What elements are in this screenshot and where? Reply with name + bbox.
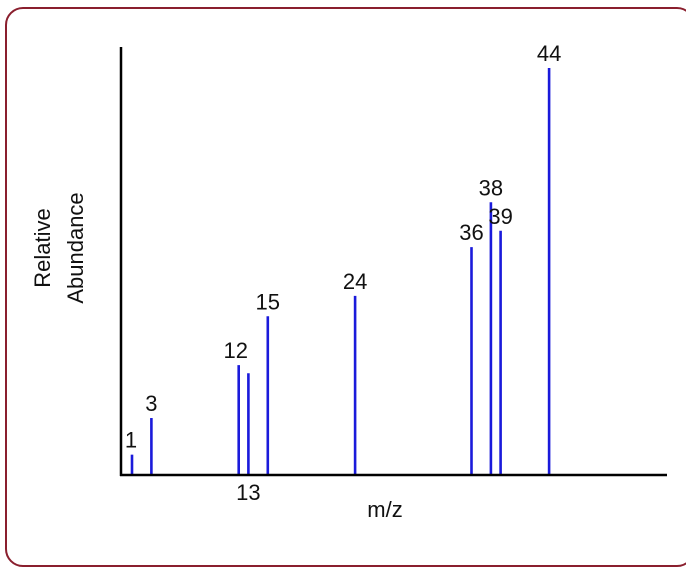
peak-label-mz-24: 24 xyxy=(343,269,367,294)
peak-labels: 13 12 13 15 24 36 38 39 44 xyxy=(125,41,561,505)
peak-label-mz-36: 36 xyxy=(459,220,483,245)
peak-bars xyxy=(130,68,551,475)
peak-label-mz-12: 12 xyxy=(223,338,247,363)
peak-label-mz-1: 1 xyxy=(125,428,137,453)
peak-label-mz-3: 3 xyxy=(145,391,157,416)
mass-spectrum-chart: 13 12 13 15 24 36 38 39 44 m/z Relative Abundanc… xyxy=(30,41,667,522)
peak-label-mz-39: 39 xyxy=(488,204,512,229)
y-axis-title-line-1: Relative xyxy=(30,208,55,287)
peak-label-mz-44: 44 xyxy=(537,41,561,66)
peak-label-mz-15: 15 xyxy=(256,289,280,314)
peak-label-mz-38: 38 xyxy=(479,175,503,200)
peak-label-mz-13: 13 xyxy=(236,480,260,505)
x-axis-title: m/z xyxy=(367,497,402,522)
chart-frame xyxy=(5,7,686,567)
y-axis-title-line-2: Abundance xyxy=(63,192,88,303)
